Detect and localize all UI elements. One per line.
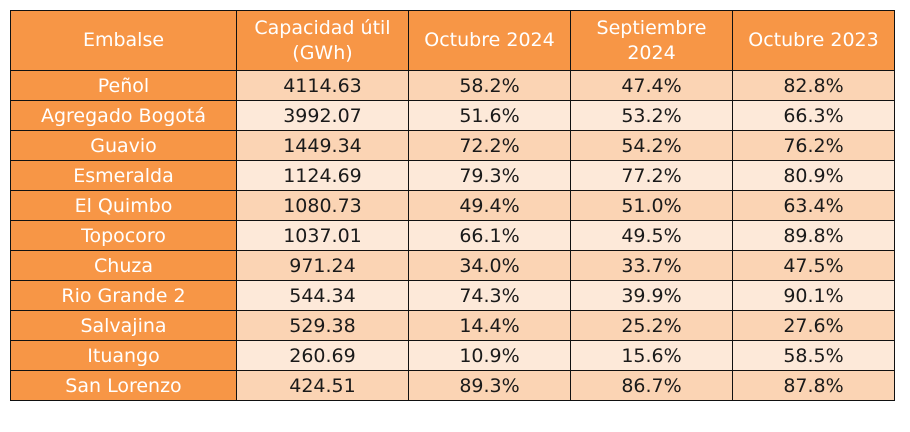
table-cell: 3992.07: [236, 100, 409, 131]
table-cell: 25.2%: [570, 310, 733, 341]
table-cell: 47.4%: [570, 70, 733, 101]
reservoir-name-cell: Salvajina: [10, 310, 237, 341]
table-row: Esmeralda 1124.69 79.3% 77.2% 80.9%: [10, 160, 895, 191]
table-cell: 79.3%: [408, 160, 571, 191]
table-cell: 15.6%: [570, 340, 733, 371]
table-cell: 66.1%: [408, 220, 571, 251]
column-header: Capacidad útil (GWh): [236, 10, 409, 71]
table-cell: 1449.34: [236, 130, 409, 161]
table-cell: 89.3%: [408, 370, 571, 401]
table-cell: 260.69: [236, 340, 409, 371]
column-header: Octubre 2023: [732, 10, 895, 71]
reservoir-table: Embalse Capacidad útil (GWh) Octubre 2024 Se…: [10, 10, 895, 401]
table-row: Chuza 971.24 34.0% 33.7% 47.5%: [10, 250, 895, 281]
table-cell: 34.0%: [408, 250, 571, 281]
table-cell: 1037.01: [236, 220, 409, 251]
reservoir-name-cell: Chuza: [10, 250, 237, 281]
table-row: Guavio 1449.34 72.2% 54.2% 76.2%: [10, 130, 895, 161]
table-cell: 63.4%: [732, 190, 895, 221]
column-header-line: 2024: [627, 41, 676, 64]
table-row: Salvajina 529.38 14.4% 25.2% 27.6%: [10, 310, 895, 341]
table-cell: 971.24: [236, 250, 409, 281]
column-header-line: Octubre 2024: [424, 29, 555, 51]
table-cell: 14.4%: [408, 310, 571, 341]
table-cell: 53.2%: [570, 100, 733, 131]
table-cell: 76.2%: [732, 130, 895, 161]
table-cell: 77.2%: [570, 160, 733, 191]
reservoir-name-cell: Esmeralda: [10, 160, 237, 191]
reservoir-name-cell: Rio Grande 2: [10, 280, 237, 311]
table-cell: 58.2%: [408, 70, 571, 101]
column-header: Octubre 2024: [408, 10, 571, 71]
table-cell: 39.9%: [570, 280, 733, 311]
table-row: San Lorenzo 424.51 89.3% 86.7% 87.8%: [10, 370, 895, 401]
table-cell: 529.38: [236, 310, 409, 341]
table-row: Peñol 4114.63 58.2% 47.4% 82.8%: [10, 70, 895, 101]
table-row: Rio Grande 2 544.34 74.3% 39.9% 90.1%: [10, 280, 895, 311]
reservoir-name-cell: El Quimbo: [10, 190, 237, 221]
table-cell: 58.5%: [732, 340, 895, 371]
reservoir-table-container: Embalse Capacidad útil (GWh) Octubre 2024 Se…: [10, 10, 895, 414]
reservoir-name-cell: Ituango: [10, 340, 237, 371]
table-cell: 66.3%: [732, 100, 895, 131]
reservoir-name-cell: Topocoro: [10, 220, 237, 251]
table-cell: 10.9%: [408, 340, 571, 371]
table-cell: 51.6%: [408, 100, 571, 131]
table-cell: 1080.73: [236, 190, 409, 221]
reservoir-name-cell: San Lorenzo: [10, 370, 237, 401]
column-header: Septiembre 2024: [570, 10, 733, 71]
table-row: Agregado Bogotá 3992.07 51.6% 53.2% 66.3%: [10, 100, 895, 131]
table-cell: 51.0%: [570, 190, 733, 221]
table-cell: 47.5%: [732, 250, 895, 281]
column-header: Embalse: [10, 10, 237, 71]
column-header-line: Octubre 2023: [748, 29, 879, 51]
table-cell: 82.8%: [732, 70, 895, 101]
column-header-line: (GWh): [292, 41, 353, 64]
table-cell: 1124.69: [236, 160, 409, 191]
table-cell: 424.51: [236, 370, 409, 401]
table-cell: 33.7%: [570, 250, 733, 281]
table-cell: 86.7%: [570, 370, 733, 401]
reservoir-name-cell: Guavio: [10, 130, 237, 161]
table-row: El Quimbo 1080.73 49.4% 51.0% 63.4%: [10, 190, 895, 221]
table-row: Topocoro 1037.01 66.1% 49.5% 89.8%: [10, 220, 895, 251]
table-cell: 80.9%: [732, 160, 895, 191]
table-cell: 89.8%: [732, 220, 895, 251]
header-row: Embalse Capacidad útil (GWh) Octubre 2024 Se…: [10, 10, 895, 71]
column-header-line: Capacidad útil: [254, 16, 391, 39]
table-body: Peñol 4114.63 58.2% 47.4% 82.8% Agregado Bogo…: [10, 70, 895, 401]
table-cell: 49.5%: [570, 220, 733, 251]
table-header: Embalse Capacidad útil (GWh) Octubre 2024 Se…: [10, 10, 895, 71]
table-cell: 87.8%: [732, 370, 895, 401]
table-cell: 544.34: [236, 280, 409, 311]
table-cell: 90.1%: [732, 280, 895, 311]
reservoir-name-cell: Peñol: [10, 70, 237, 101]
column-header-line: Embalse: [82, 29, 165, 51]
table-cell: 72.2%: [408, 130, 571, 161]
table-cell: 54.2%: [570, 130, 733, 161]
column-header-line: Septiembre: [596, 16, 707, 39]
table-cell: 74.3%: [408, 280, 571, 311]
reservoir-name-cell: Agregado Bogotá: [10, 100, 237, 131]
table-row: Ituango 260.69 10.9% 15.6% 58.5%: [10, 340, 895, 371]
table-cell: 4114.63: [236, 70, 409, 101]
table-cell: 27.6%: [732, 310, 895, 341]
table-cell: 49.4%: [408, 190, 571, 221]
